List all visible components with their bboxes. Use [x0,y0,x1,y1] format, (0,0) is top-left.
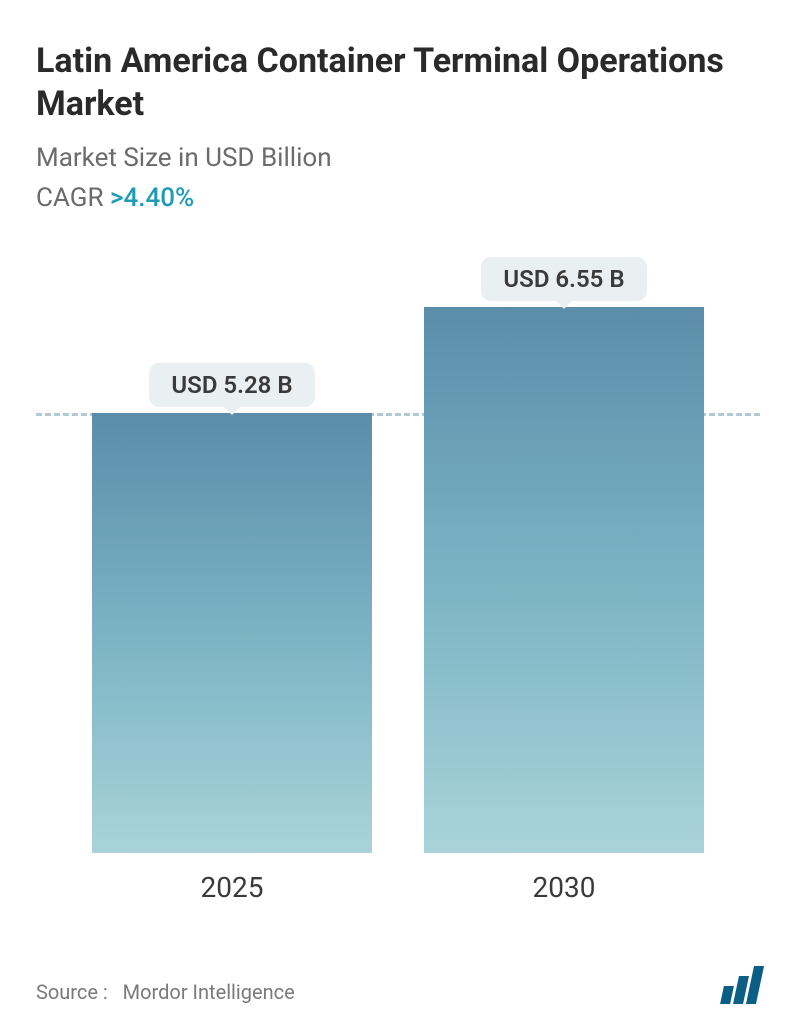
chart-inner: USD 5.28 B USD 6.55 B [36,253,760,853]
chart-footer: Source : Mordor Intelligence [36,926,760,1004]
chart-container: Latin America Container Terminal Operati… [0,0,796,1034]
chart-title: Latin America Container Terminal Operati… [36,40,760,125]
source-label: Source : [36,980,108,1004]
source-text: Source : Mordor Intelligence [36,980,295,1004]
bar-group-1: USD 6.55 B [424,257,704,853]
x-axis-labels: 2025 2030 [36,853,760,904]
value-badge-1: USD 6.55 B [481,257,646,301]
logo-bars [722,966,760,1004]
bar-1 [424,307,704,853]
cagr-label: CAGR [36,183,103,213]
logo-bar-1 [720,986,734,1004]
brand-logo-icon [722,966,760,1004]
bar-0 [92,413,372,853]
logo-bar-3 [746,966,764,1004]
x-label-1: 2030 [424,871,704,904]
cagr-row: CAGR >4.40% [36,183,760,213]
bar-group-0: USD 5.28 B [92,363,372,853]
cagr-value: >4.40% [110,183,194,213]
source-name: Mordor Intelligence [123,980,295,1004]
chart-subtitle: Market Size in USD Billion [36,143,760,173]
bars-row: USD 5.28 B USD 6.55 B [36,253,760,853]
chart-area: USD 5.28 B USD 6.55 B 2025 2030 [36,253,760,926]
x-label-0: 2025 [92,871,372,904]
value-badge-0: USD 5.28 B [149,363,314,407]
